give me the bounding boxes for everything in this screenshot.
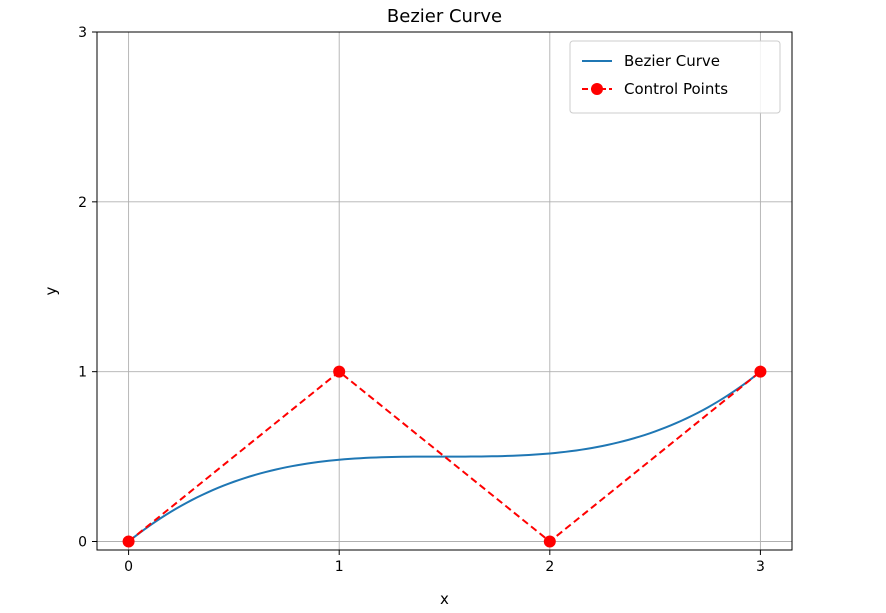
y-axis-label: y — [42, 286, 60, 295]
series-layer — [122, 365, 767, 548]
control-point-marker — [122, 535, 135, 548]
y-tick-label: 3 — [78, 25, 87, 41]
y-tick-label: 2 — [78, 195, 87, 211]
x-tick-label: 0 — [124, 559, 133, 575]
bezier-curve-line — [127, 370, 762, 543]
legend-marker-control-points — [591, 83, 603, 95]
x-axis-label: x — [440, 590, 449, 608]
control-points-line — [127, 370, 762, 543]
legend-label-control-points: Control Points — [624, 80, 728, 98]
control-point-marker — [333, 365, 346, 378]
x-tick-label: 1 — [335, 559, 344, 575]
control-point-marker — [754, 365, 767, 378]
x-tick-label: 2 — [545, 559, 554, 575]
grid-layer — [97, 31, 792, 550]
legend: Bezier Curve Control Points — [569, 40, 781, 114]
chart-title: Bezier Curve — [387, 6, 502, 27]
ticks-layer: 0 1 2 3 0 1 2 3 — [78, 25, 765, 575]
x-tick-label: 3 — [756, 559, 765, 575]
y-tick-label: 1 — [78, 365, 87, 381]
axes-frame — [96, 31, 793, 551]
y-tick-label: 0 — [78, 535, 87, 551]
control-point-marker — [543, 535, 556, 548]
legend-box — [569, 40, 781, 114]
legend-label-bezier-curve: Bezier Curve — [624, 52, 720, 70]
